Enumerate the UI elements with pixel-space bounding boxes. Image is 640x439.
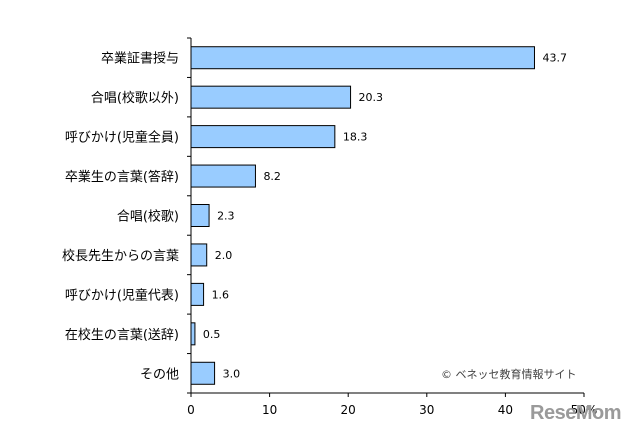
x-tick-label: 30 — [419, 403, 434, 417]
x-tick-label: 50% — [571, 403, 598, 417]
bar — [190, 46, 535, 70]
bar — [190, 125, 336, 149]
category-label: 校長先生からの言葉 — [62, 248, 179, 264]
value-label: 8.2 — [263, 170, 281, 183]
value-label: 18.3 — [343, 131, 368, 144]
category-label: その他 — [140, 367, 179, 382]
watermark-logo: ReseMom — [530, 402, 621, 424]
bar — [190, 85, 352, 109]
category-label: 卒業証書授与 — [101, 51, 179, 67]
bar — [190, 361, 216, 385]
bar — [190, 164, 256, 188]
bar — [190, 322, 196, 346]
copyright-credit: © ベネッセ教育情報サイト — [441, 368, 577, 381]
x-tick-label: 40 — [498, 403, 513, 417]
value-label: 3.0 — [223, 367, 241, 380]
x-tick-label: 0 — [187, 403, 195, 417]
category-label: 合唱(校歌以外) — [91, 90, 179, 106]
value-label: 20.3 — [359, 91, 384, 104]
value-label: 2.0 — [215, 249, 233, 262]
x-tick-label: 10 — [262, 403, 277, 417]
category-label: 呼びかけ(児童全員) — [65, 130, 179, 146]
category-label: 呼びかけ(児童代表) — [65, 287, 179, 303]
x-tick-label: 20 — [341, 403, 356, 417]
value-label: 43.7 — [542, 52, 567, 65]
value-label: 0.5 — [203, 328, 221, 341]
value-label: 2.3 — [217, 210, 235, 223]
bar — [190, 282, 205, 306]
category-label: 合唱(校歌) — [117, 209, 179, 225]
category-label: 在校生の言葉(送辞) — [65, 327, 179, 343]
value-label: 1.6 — [212, 288, 230, 301]
category-label: 卒業生の言葉(答辞) — [65, 169, 179, 185]
bar — [190, 204, 210, 227]
bar — [190, 243, 208, 267]
